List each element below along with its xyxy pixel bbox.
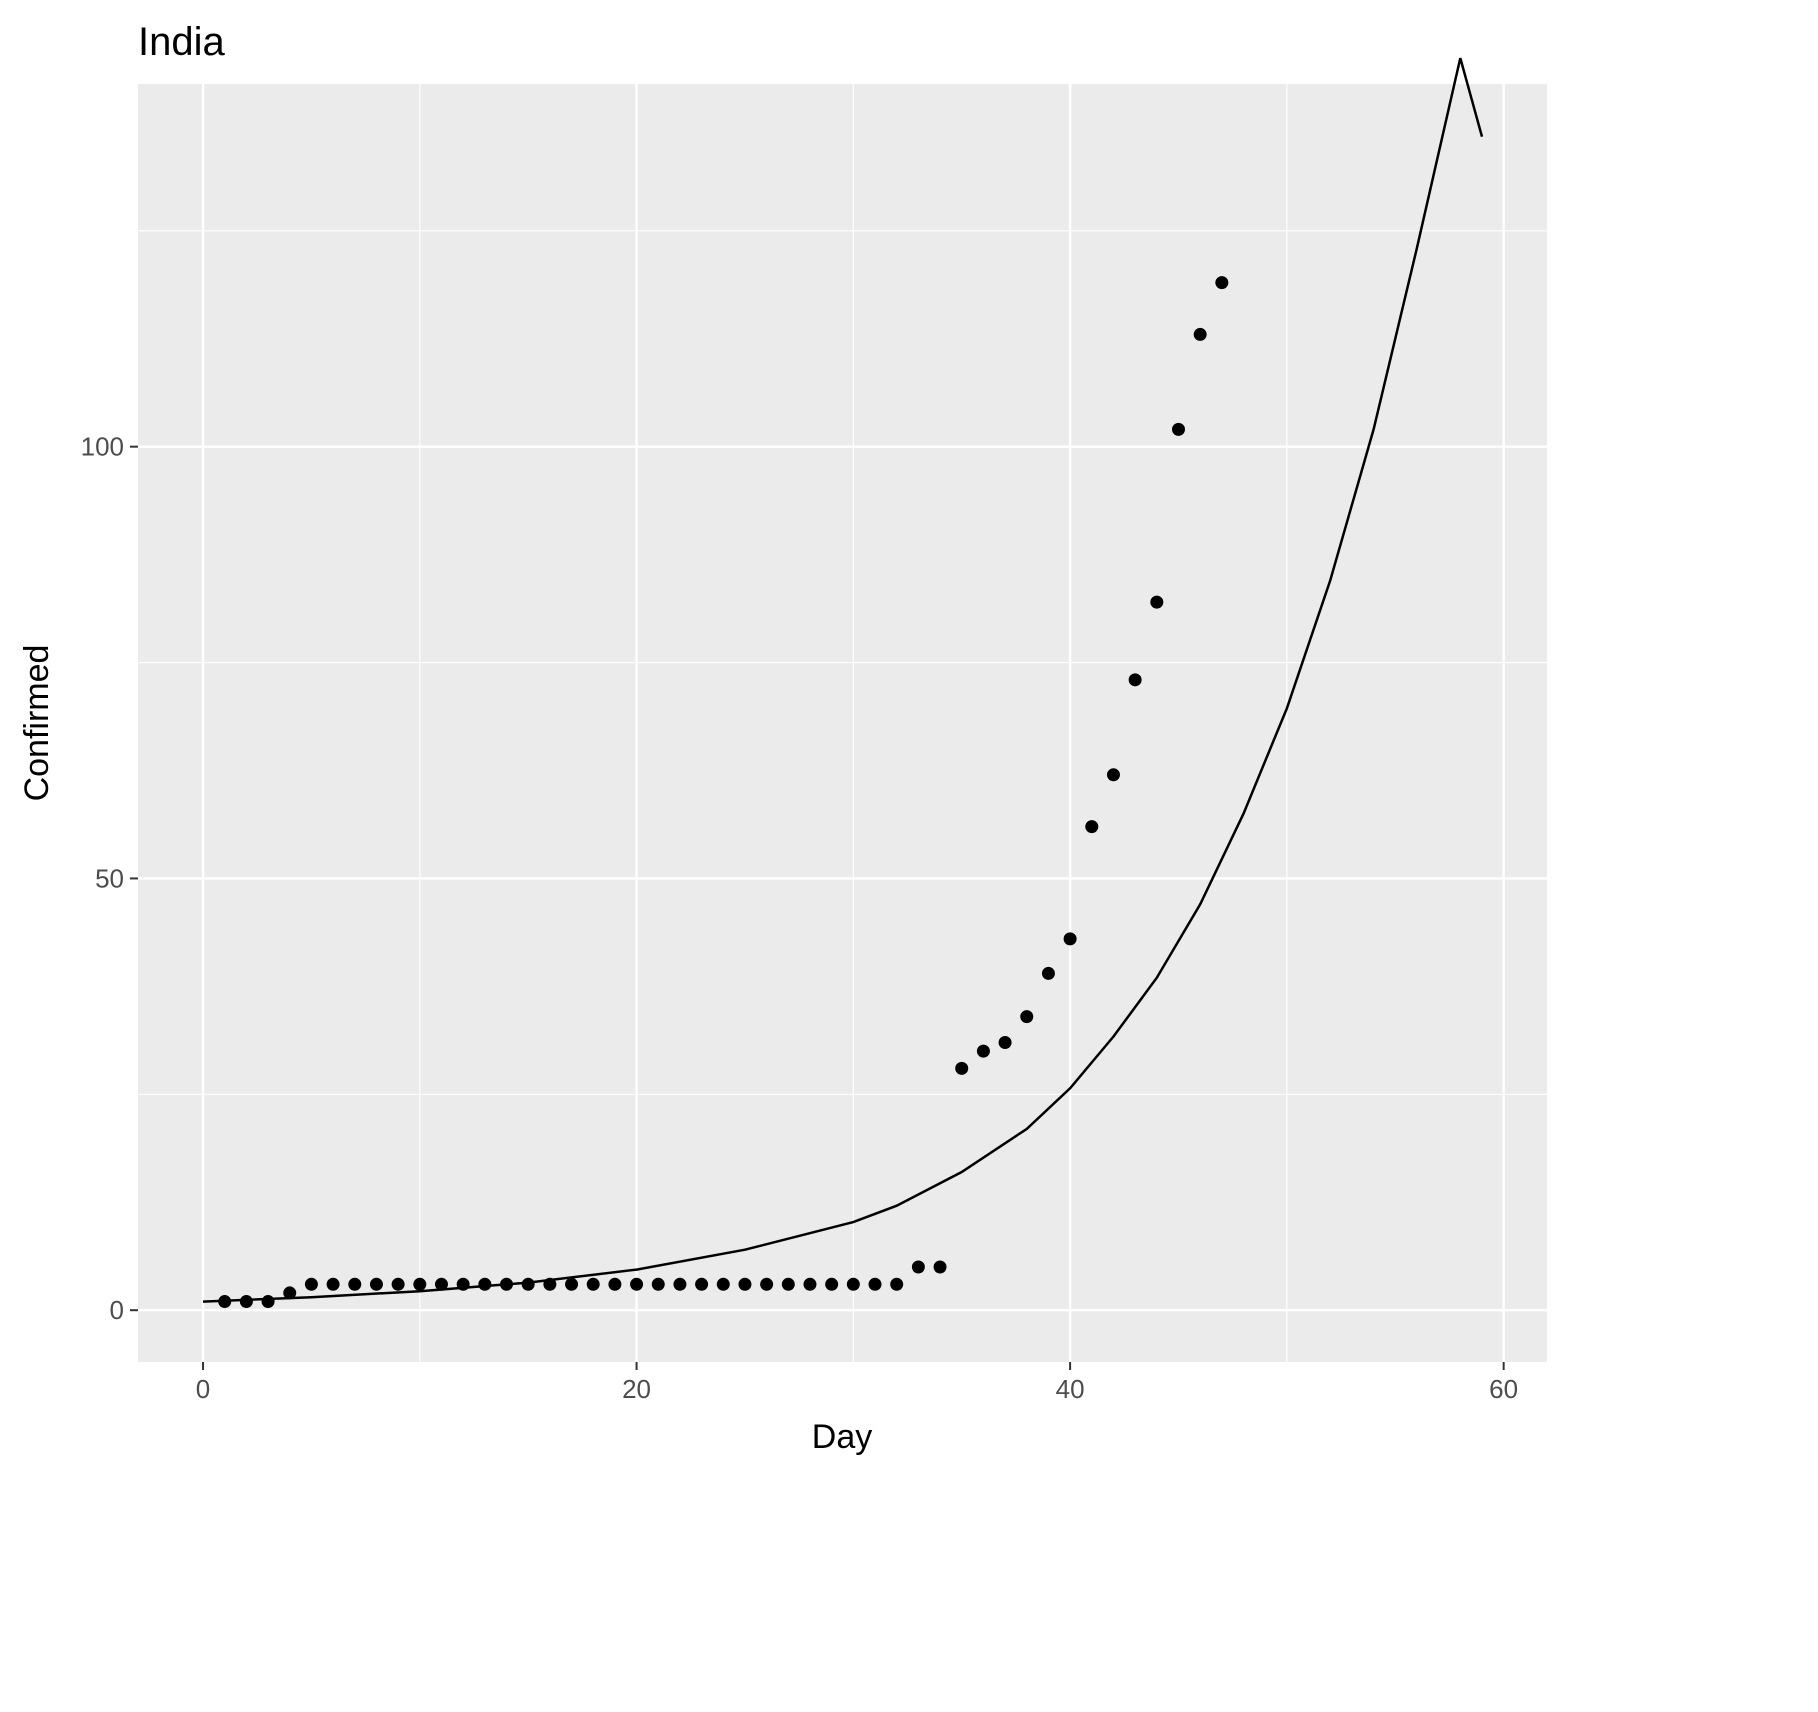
data-point xyxy=(565,1277,579,1291)
data-point xyxy=(586,1277,600,1291)
data-point xyxy=(998,1036,1012,1049)
data-point xyxy=(716,1277,730,1291)
data-point xyxy=(651,1277,665,1291)
data-points xyxy=(218,276,1229,1309)
data-point xyxy=(239,1295,253,1309)
data-point xyxy=(738,1277,752,1291)
data-point xyxy=(630,1277,644,1291)
data-point xyxy=(413,1277,427,1291)
chart: India 0 20 40 60 0 50 100 Day Confirmed xyxy=(18,20,1547,1456)
major-gridlines xyxy=(138,84,1547,1362)
data-point xyxy=(283,1286,297,1300)
minor-gridlines xyxy=(138,84,1547,1362)
data-point xyxy=(218,1295,232,1309)
data-point xyxy=(781,1277,795,1291)
data-point xyxy=(391,1277,405,1291)
data-point xyxy=(348,1277,362,1291)
data-point xyxy=(500,1277,514,1291)
chart-title: India xyxy=(138,20,225,64)
x-tick-label: 20 xyxy=(622,1374,651,1404)
data-point xyxy=(1085,820,1099,834)
data-point xyxy=(1063,932,1077,946)
data-point xyxy=(868,1277,882,1291)
data-point xyxy=(1041,966,1055,980)
x-tick-label: 60 xyxy=(1489,1374,1518,1404)
data-point xyxy=(304,1277,318,1291)
data-point xyxy=(369,1277,383,1291)
data-point xyxy=(326,1277,340,1291)
data-point xyxy=(803,1277,817,1291)
data-point xyxy=(1193,327,1207,341)
data-point xyxy=(673,1277,687,1291)
data-point xyxy=(890,1277,904,1291)
data-point xyxy=(1128,673,1142,687)
y-axis-title: Confirmed xyxy=(18,645,56,802)
y-tick-label: 100 xyxy=(81,432,124,462)
x-tick-label: 0 xyxy=(196,1374,210,1404)
data-point xyxy=(846,1277,860,1291)
data-point xyxy=(1215,276,1229,290)
fit-line xyxy=(202,57,1484,1303)
y-tick-label: 0 xyxy=(110,1295,124,1325)
y-tick-label: 50 xyxy=(95,863,124,893)
data-point xyxy=(521,1277,535,1291)
x-tick-label: 40 xyxy=(1056,1374,1085,1404)
data-point xyxy=(911,1260,925,1274)
data-point xyxy=(955,1061,969,1075)
data-point xyxy=(760,1277,774,1291)
data-point xyxy=(1171,422,1185,436)
data-point xyxy=(933,1260,947,1274)
data-point xyxy=(1106,768,1120,782)
data-point xyxy=(543,1277,557,1291)
y-axis-ticks: 0 50 100 xyxy=(81,432,138,1325)
data-point xyxy=(1150,595,1164,609)
data-point xyxy=(1020,1010,1034,1024)
data-point xyxy=(434,1277,448,1291)
data-point xyxy=(456,1277,470,1291)
x-axis-ticks: 0 20 40 60 xyxy=(196,1362,1518,1404)
data-point xyxy=(695,1277,709,1291)
data-point xyxy=(608,1277,622,1291)
data-point xyxy=(261,1295,275,1309)
x-axis-title: Day xyxy=(812,1418,872,1456)
data-point xyxy=(825,1277,839,1291)
data-point xyxy=(976,1044,990,1058)
plot-panel xyxy=(138,84,1547,1362)
data-point xyxy=(478,1277,492,1291)
